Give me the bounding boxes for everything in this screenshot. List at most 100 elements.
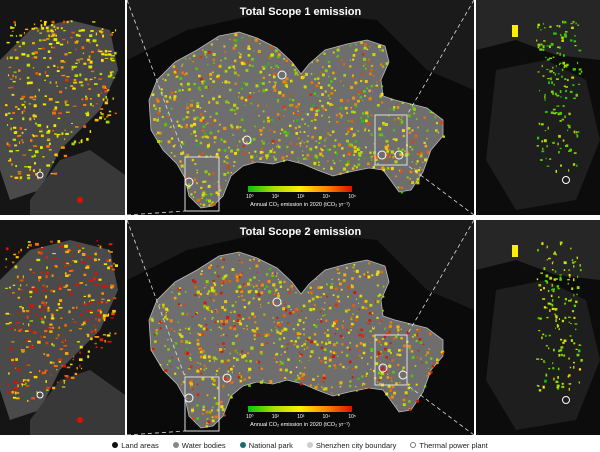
emission-cell (224, 279, 227, 283)
emission-cell (400, 118, 402, 121)
emission-cell (43, 288, 46, 292)
emission-cell (180, 340, 184, 343)
emission-cell (102, 314, 106, 317)
legend-label: Shenzhen city boundary (315, 440, 397, 450)
emission-cell (386, 168, 388, 170)
emission-cell (167, 112, 169, 114)
emission-cell (339, 80, 342, 83)
emission-cell (88, 65, 93, 69)
emission-cell (89, 60, 93, 64)
emission-cell (302, 150, 304, 152)
emission-cell (199, 324, 203, 328)
emission-cell (323, 52, 326, 55)
emission-cell (71, 31, 75, 34)
emission-cell (58, 326, 60, 329)
emission-cell (334, 139, 337, 142)
emission-cell (569, 276, 571, 279)
zoom-right-bottom-map (476, 220, 600, 435)
emission-cell (172, 145, 176, 148)
emission-cell (381, 85, 384, 88)
emission-cell (329, 134, 332, 137)
emission-cell (166, 318, 169, 321)
emission-cell (407, 383, 410, 386)
zoom-left-bottom (0, 220, 125, 435)
emission-cell (428, 348, 430, 350)
emission-cell (56, 41, 60, 45)
emission-cell (556, 325, 559, 328)
emission-cell (223, 308, 227, 312)
emission-cell (278, 91, 282, 95)
emission-cell (29, 296, 32, 298)
emission-cell (325, 342, 328, 345)
emission-cell (248, 301, 251, 304)
emission-cell (372, 326, 374, 328)
emission-cell (202, 125, 206, 129)
emission-cell (314, 385, 318, 389)
emission-cell (18, 287, 20, 291)
emission-cell (107, 341, 110, 343)
emission-cell (366, 87, 369, 90)
emission-cell (102, 51, 104, 54)
emission-cell (69, 292, 73, 296)
emission-cell (218, 326, 220, 329)
emission-cell (319, 152, 323, 156)
emission-cell (79, 351, 81, 354)
emission-cell (104, 118, 106, 120)
emission-cell (203, 355, 207, 359)
emission-cell (161, 115, 164, 118)
zoom-box-right (374, 334, 408, 386)
emission-cell (38, 305, 41, 309)
emission-cell (352, 266, 355, 269)
emission-cell (377, 352, 381, 356)
emission-cell (79, 364, 81, 368)
emission-cell (551, 81, 553, 85)
zoom-box-right (374, 114, 408, 166)
emission-cell (246, 141, 248, 144)
emission-cell (13, 253, 16, 256)
emission-cell (353, 270, 355, 272)
emission-cell (238, 96, 240, 98)
emission-cell (173, 296, 177, 300)
emission-cell (255, 264, 259, 268)
emission-cell (323, 308, 325, 311)
emission-cell (556, 384, 560, 387)
emission-cell (212, 80, 215, 83)
emission-cell (75, 33, 79, 37)
emission-cell (204, 110, 206, 113)
emission-cell (280, 354, 282, 356)
emission-cell (402, 134, 405, 138)
emission-cell (29, 320, 34, 322)
emission-cell (9, 56, 13, 60)
emission-cell (40, 308, 43, 312)
emission-cell (289, 98, 291, 101)
emission-cell (297, 113, 301, 116)
emission-cell (561, 68, 564, 72)
emission-cell (393, 152, 396, 155)
emission-cell (315, 109, 319, 113)
emission-cell (223, 45, 226, 48)
emission-cell (285, 134, 288, 137)
emission-cell (234, 151, 238, 155)
emission-cell (312, 380, 314, 382)
emission-cell (192, 54, 196, 58)
emission-cell (432, 112, 434, 114)
emission-cell (26, 310, 30, 312)
emission-cell (407, 151, 410, 154)
emission-cell (208, 143, 210, 145)
emission-cell (321, 307, 323, 309)
emission-cell (198, 324, 201, 327)
emission-cell (387, 373, 389, 375)
emission-cell (565, 65, 568, 68)
emission-cell (199, 368, 202, 370)
emission-cell (161, 320, 163, 322)
emission-cell (558, 112, 561, 114)
scope1-title: Total Scope 1 emission (239, 6, 362, 18)
emission-cell (332, 294, 335, 297)
emission-cell (15, 150, 20, 152)
emission-cell (190, 124, 194, 128)
emission-cell (14, 144, 17, 147)
emission-cell (559, 241, 563, 244)
emission-cell (563, 261, 567, 265)
emission-cell (321, 155, 324, 157)
emission-cell (332, 71, 335, 75)
